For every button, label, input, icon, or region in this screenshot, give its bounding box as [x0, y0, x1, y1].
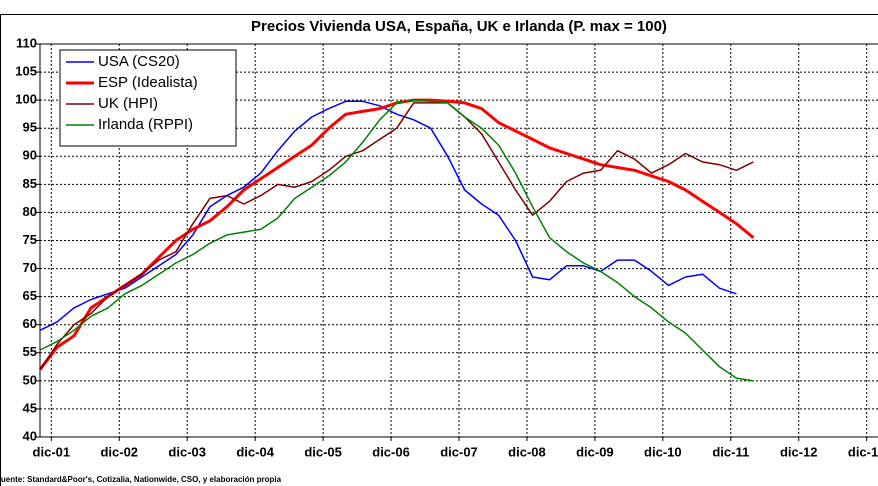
x-tick-label: dic-06 — [372, 444, 410, 459]
y-tick-label: 40 — [23, 428, 37, 443]
y-tick-label: 65 — [23, 288, 37, 303]
x-tick-label: dic-03 — [168, 444, 206, 459]
y-tick-label: 105 — [15, 64, 37, 79]
x-tick-label: dic-10 — [644, 444, 682, 459]
legend: USA (CS20) ESP (Idealista) UK (HPI) Irlanda… — [59, 49, 237, 147]
y-tick-label: 60 — [23, 316, 37, 331]
y-tick-label: 100 — [15, 92, 37, 107]
x-tick-label: dic-13 — [848, 444, 878, 459]
y-tick-label: 45 — [23, 400, 37, 415]
x-tick-label: dic-01 — [33, 444, 71, 459]
x-tick-label: dic-07 — [440, 444, 478, 459]
y-tick-label: 70 — [23, 260, 37, 275]
legend-label: UK (HPI) — [98, 95, 158, 112]
y-tick-label: 95 — [23, 120, 37, 135]
source-note: Fuente: Standard&Poor's, Cotizalia, Nati… — [0, 475, 282, 484]
legend-label: USA (CS20) — [98, 53, 180, 70]
x-tick-label: dic-12 — [780, 444, 818, 459]
series-line — [39, 99, 754, 382]
y-tick-label: 50 — [23, 372, 37, 387]
y-tick-label: 90 — [23, 148, 37, 163]
x-tick-label: dic-11 — [712, 444, 749, 459]
x-tick-label: dic-08 — [508, 444, 546, 459]
y-tick-label: 110 — [16, 35, 37, 50]
series-line — [39, 102, 754, 371]
y-tick-label: 55 — [23, 344, 37, 359]
legend-box — [59, 49, 237, 147]
legend-label: ESP (Idealista) — [98, 74, 198, 91]
chart-title: Precios Vivienda USA, España, UK e Irlan… — [251, 18, 667, 35]
y-tick-label: 85 — [23, 176, 37, 191]
x-tick-label: dic-04 — [236, 444, 274, 459]
plot-area: 40 45 50 55 60 65 70 75 80 85 90 95 100 105 110 dic-01 d… — [15, 35, 878, 459]
x-tick-label: dic-09 — [576, 444, 614, 459]
legend-label: Irlanda (RPPI) — [98, 116, 193, 133]
chart-border — [0, 14, 878, 486]
y-tick-label: 80 — [23, 204, 37, 219]
y-tick-label: 75 — [23, 232, 37, 247]
x-tick-label: dic-02 — [100, 444, 138, 459]
x-tick-label: dic-05 — [304, 444, 342, 459]
series-line — [39, 100, 737, 331]
